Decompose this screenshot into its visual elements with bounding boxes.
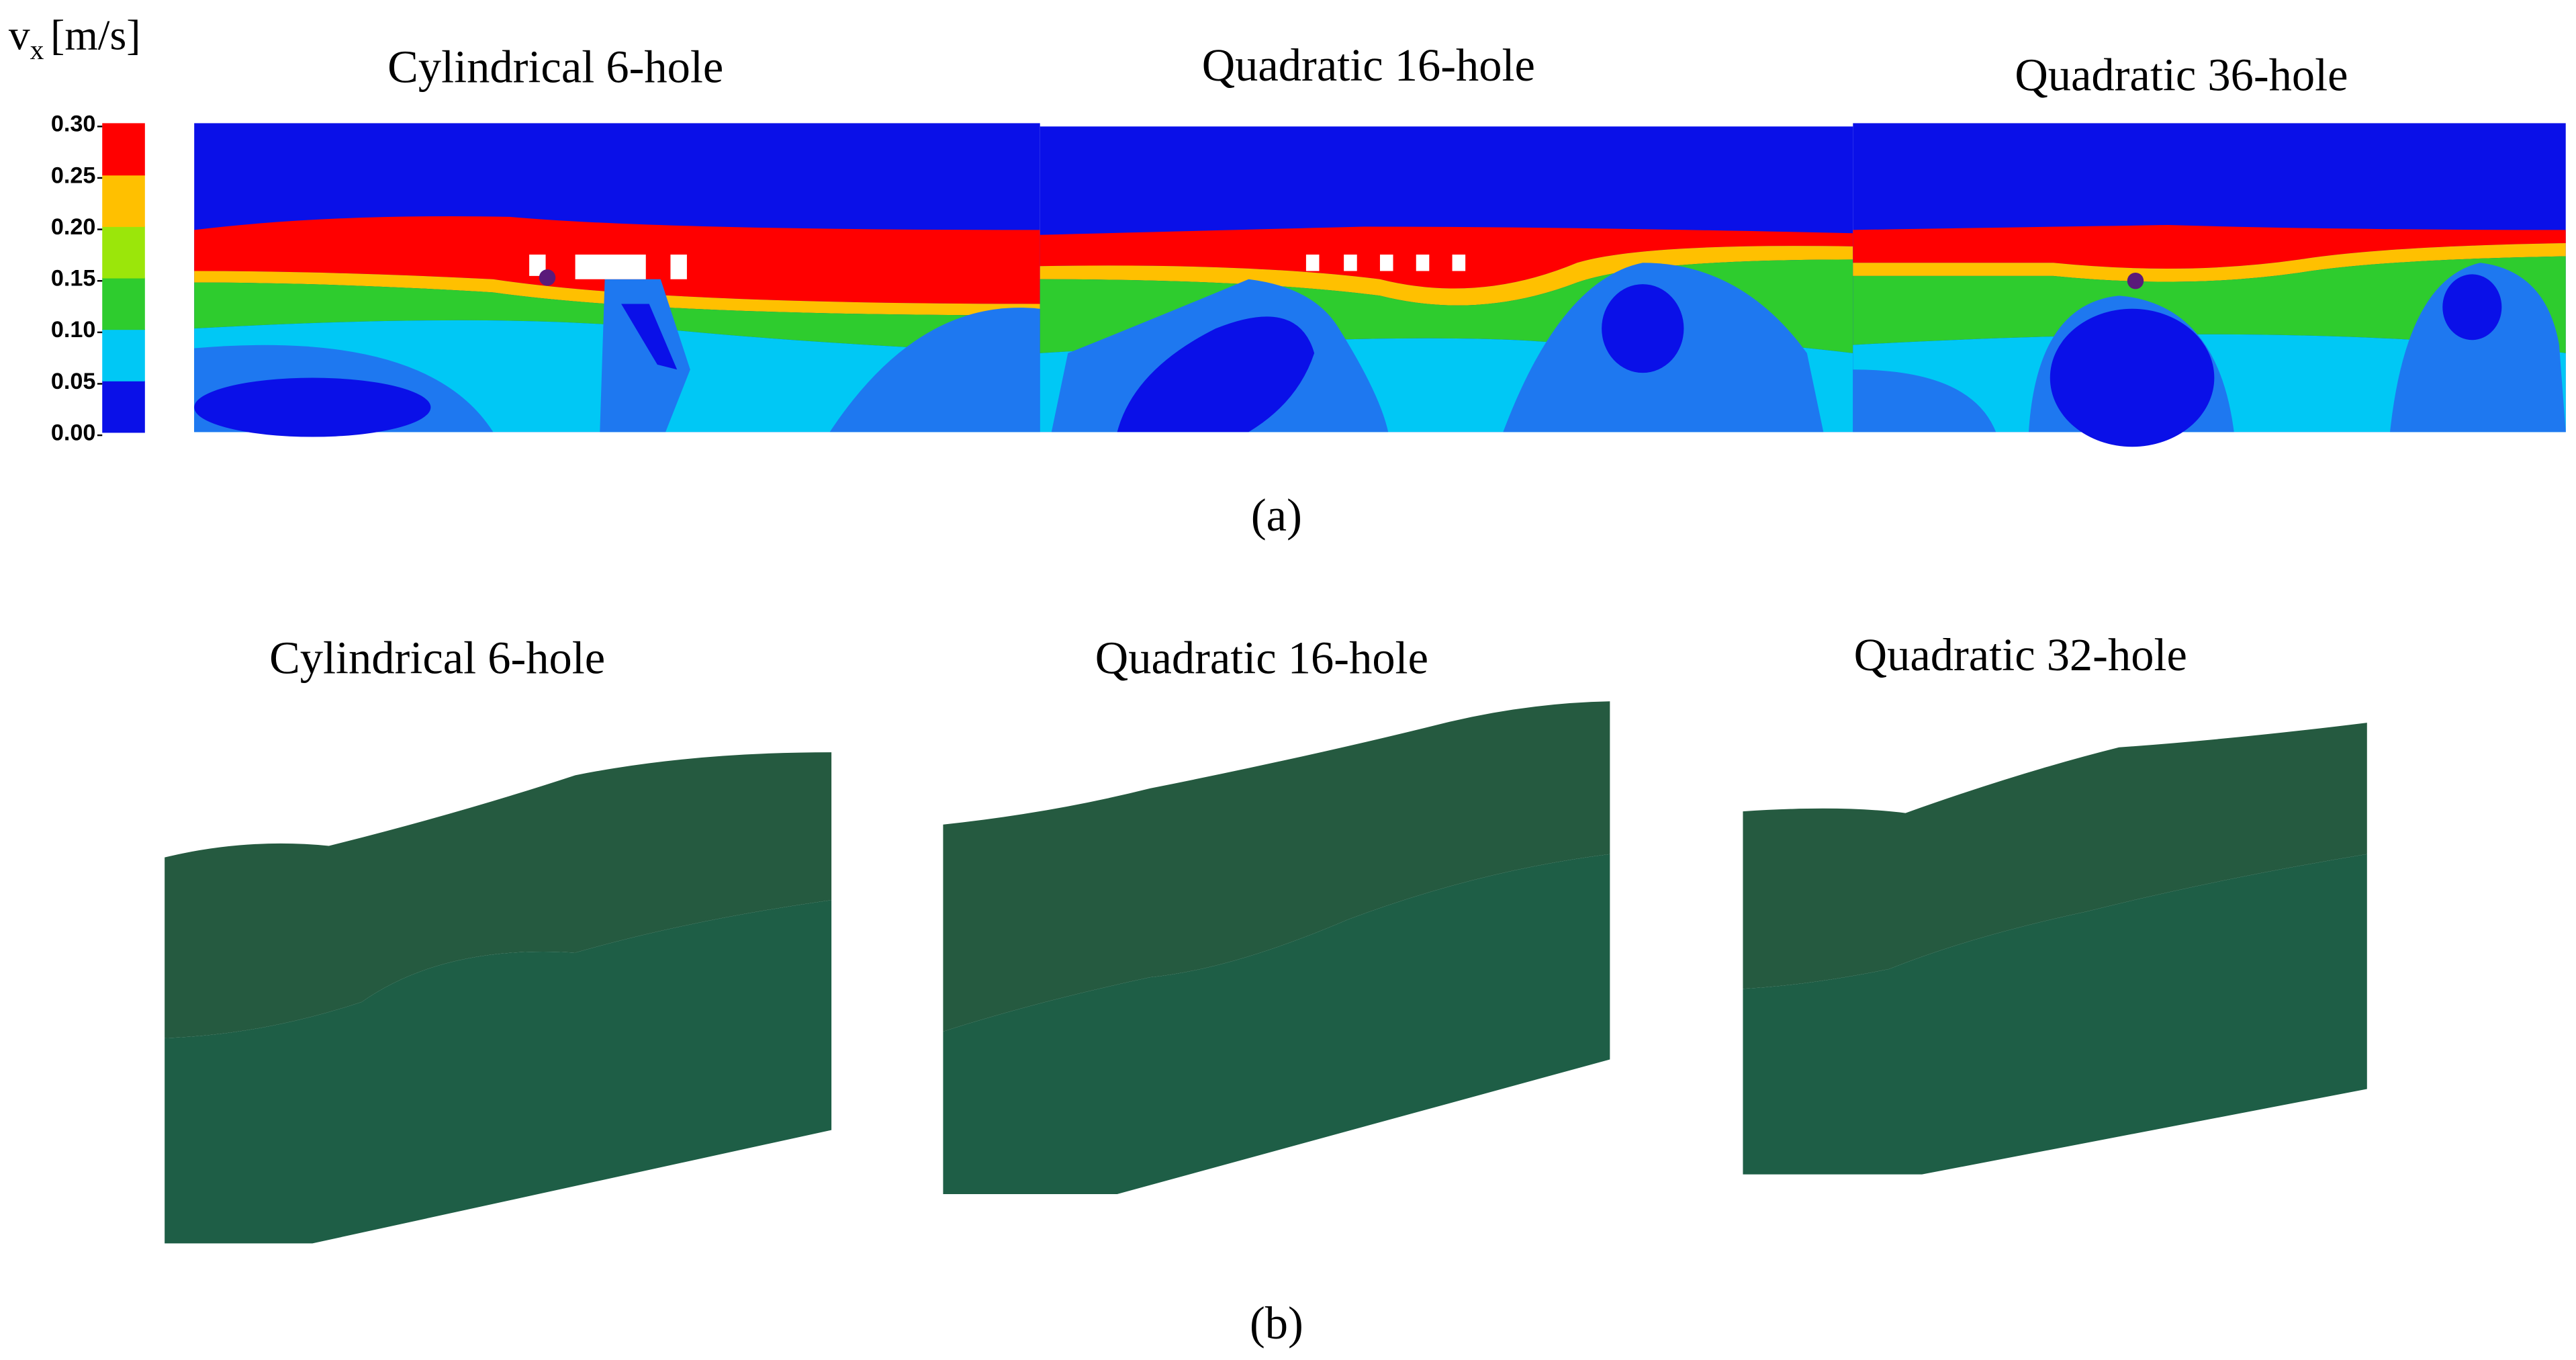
bed-block — [1743, 723, 2367, 1175]
colorbar-tick-label: 0.00 — [51, 420, 96, 445]
plot-title: Cylindrical 6-hole — [387, 41, 723, 92]
colorbar-label: vx [m/s] — [9, 11, 141, 65]
colorbar-band — [102, 277, 145, 330]
plot-title: Quadratic 16-hole — [1095, 633, 1428, 684]
colorbar: 0.30 0.25 0.20 0.15 0.10 0.05 0.00 — [51, 111, 145, 445]
colorbar-tick-label: 0.10 — [51, 317, 96, 343]
colorbar-band — [102, 226, 145, 279]
colorbar-tick-label: 0.05 — [51, 369, 96, 394]
colorbar-band — [102, 328, 145, 381]
colorbar-tick-label: 0.25 — [51, 163, 96, 188]
plot-title: Quadratic 32-hole — [1854, 629, 2187, 680]
contour-plot — [194, 123, 1040, 437]
plot-title: Quadratic 16-hole — [1202, 40, 1535, 91]
unit: [m/s] — [50, 11, 140, 58]
plot-title: Quadratic 36-hole — [2015, 50, 2348, 101]
panel-label: (a) — [1251, 490, 1302, 541]
colorbar-band — [102, 123, 145, 176]
plot-title: Cylindrical 6-hole — [269, 633, 605, 684]
bed-block — [943, 701, 1610, 1194]
colorbar-band — [102, 175, 145, 227]
panel-label: (b) — [1250, 1298, 1303, 1349]
colorbar-tick-label: 0.15 — [51, 266, 96, 291]
contour-plot — [1853, 123, 2566, 447]
contour-plot — [1040, 126, 1853, 433]
colorbar-band — [102, 380, 145, 433]
colorbar-tick-label: 0.30 — [51, 111, 96, 137]
variable: v — [9, 11, 30, 58]
colorbar-tick-label: 0.20 — [51, 214, 96, 240]
subscript: x — [30, 34, 44, 65]
bed-block — [165, 752, 832, 1244]
